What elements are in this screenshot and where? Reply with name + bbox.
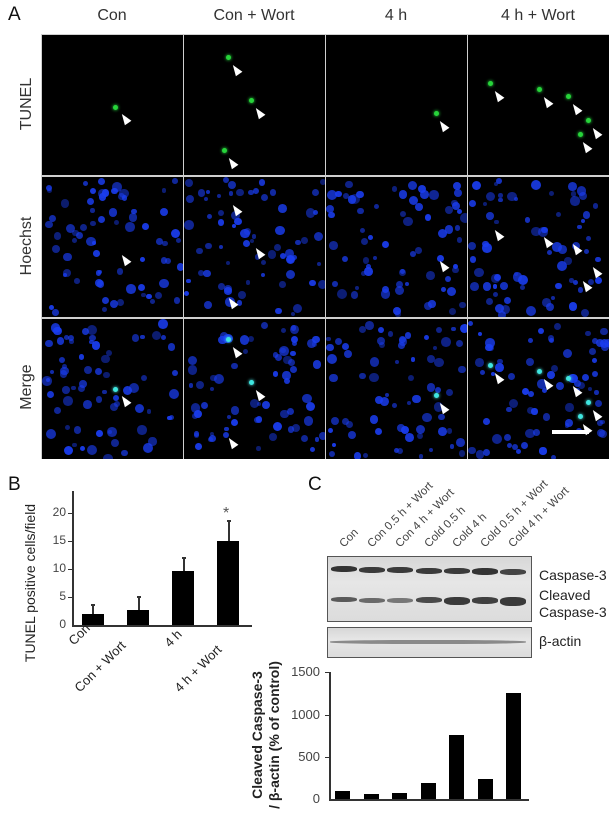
chart-c-ytick: 0 xyxy=(312,791,320,806)
micrograph-tunel-4h xyxy=(326,35,467,175)
micrograph-tunel-con-wort xyxy=(184,35,325,175)
chart-c-bar-cold-4h-wort xyxy=(506,693,521,799)
chart-c-x-axis xyxy=(329,799,529,801)
chart-c-ytick: 500 xyxy=(298,749,320,764)
micrograph-grid xyxy=(41,34,609,459)
chart-b-ytick: 5 xyxy=(59,589,66,603)
chart-b-ytick: 10 xyxy=(52,561,66,575)
chart-c-bar-cold-0-5h-wort xyxy=(478,779,493,799)
chart-b-x-axis xyxy=(72,625,252,627)
blot-label-caspase3: Caspase-3 xyxy=(539,567,607,583)
chart-b-y-axis xyxy=(72,491,74,626)
blot-label-cleaved-caspase3: Caspase-3 xyxy=(539,604,607,620)
chart-b: 0 5 10 15 20 * Con Con + Wort 4 h 4 h + … xyxy=(0,0,300,760)
significance-asterisk: * xyxy=(223,505,230,522)
chart-c-bar-con-4h-wort xyxy=(392,793,407,799)
chart-b-bar-4h-wort xyxy=(217,541,239,625)
micrograph-hoechst-4h-wort xyxy=(468,177,609,317)
chart-c-bar-con-0-5h-wort xyxy=(364,794,379,799)
chart-c-ytick: 1000 xyxy=(291,707,320,722)
western-blot-beta-actin xyxy=(327,627,532,658)
chart-b-bar-4h xyxy=(172,571,194,625)
micrograph-merge-con xyxy=(42,319,183,459)
western-blot-caspase3 xyxy=(327,556,532,622)
micrograph-merge-4h xyxy=(326,319,467,459)
micrograph-merge-4h-wort xyxy=(468,319,609,459)
micrograph-tunel-4h-wort xyxy=(468,35,609,175)
chart-c-bar-cold-0-5h xyxy=(421,783,436,799)
chart-b-ytick: 0 xyxy=(59,617,66,631)
column-header-con: Con xyxy=(97,7,127,24)
micrograph-hoechst-con-wort xyxy=(184,177,325,317)
chart-b-bar-con xyxy=(82,614,104,625)
blot-label-cleaved: Cleaved xyxy=(539,587,591,603)
chart-c-y-axis xyxy=(329,672,331,800)
micrograph-merge-con-wort xyxy=(184,319,325,459)
panel-b-letter: B xyxy=(8,474,21,495)
blot-label-beta-actin: β-actin xyxy=(539,633,582,649)
scale-bar xyxy=(552,430,589,434)
column-header-4h-wort: 4 h + Wort xyxy=(501,7,575,24)
column-header-4h: 4 h xyxy=(384,7,408,24)
chart-b-ytick: 15 xyxy=(52,533,66,547)
chart-b-ytick: 20 xyxy=(52,505,66,519)
micrograph-hoechst-4h xyxy=(326,177,467,317)
chart-c-bar-cold-4h xyxy=(449,735,464,799)
chart-c-bar-con xyxy=(335,791,350,799)
chart-b-bar-con-wort xyxy=(127,610,149,625)
chart-c-ytick: 1500 xyxy=(291,664,320,679)
column-header-con-wort: Con + Wort xyxy=(213,7,295,24)
panel-c-letter: C xyxy=(308,474,322,495)
panel-a-letter: A xyxy=(8,4,21,25)
micrograph-tunel-con xyxy=(42,35,183,175)
micrograph-hoechst-con xyxy=(42,177,183,317)
